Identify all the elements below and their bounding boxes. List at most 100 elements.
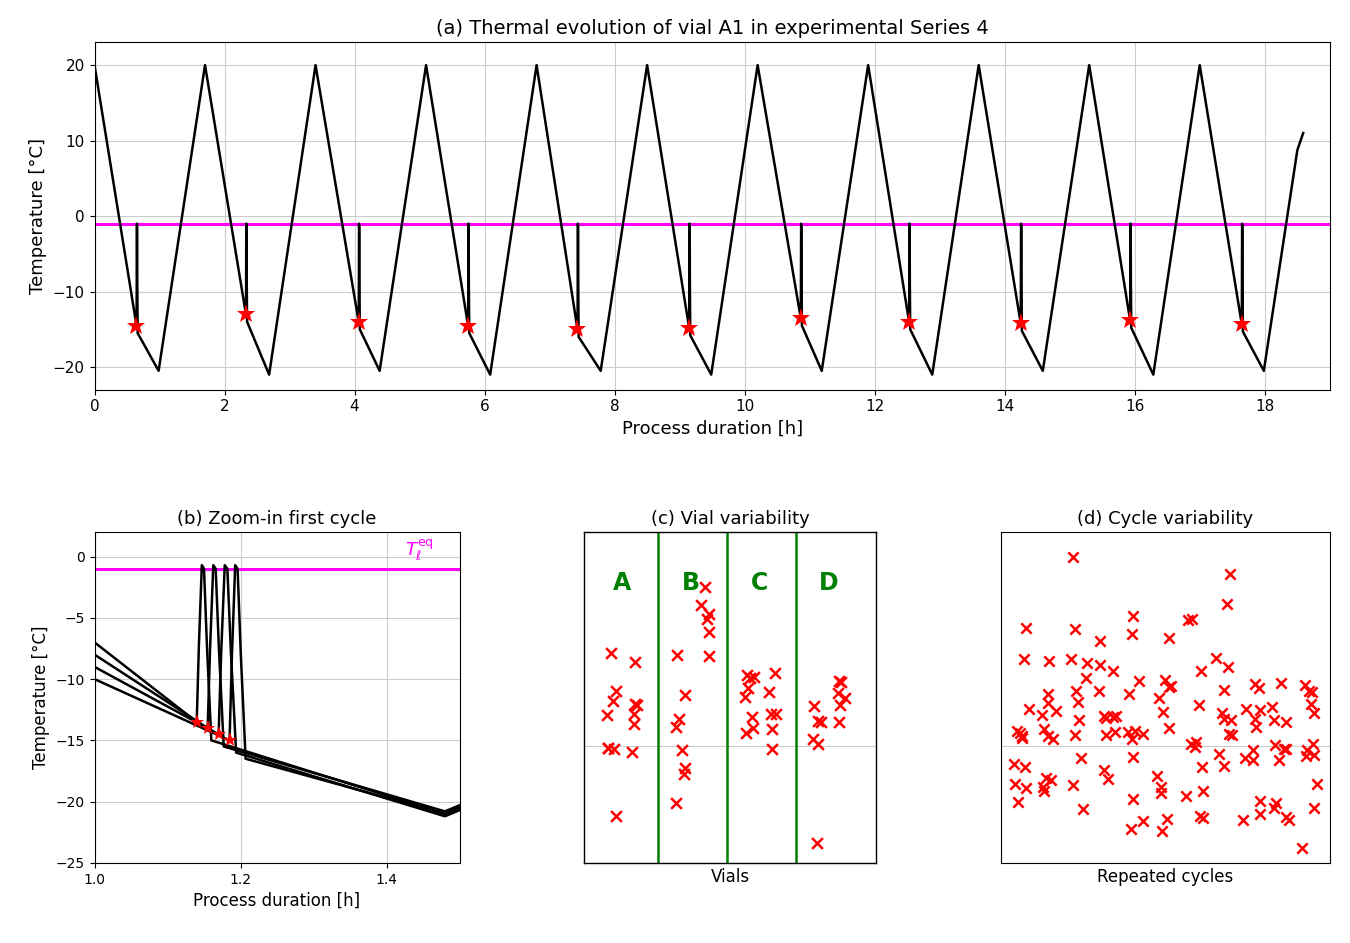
Point [605, 808, 626, 823]
Point [1094, 762, 1115, 777]
Point [1096, 771, 1118, 786]
Point [738, 670, 760, 686]
Point [1104, 724, 1126, 739]
Point [737, 681, 759, 696]
Point [806, 835, 828, 851]
Point [668, 711, 690, 726]
Point [1278, 813, 1300, 828]
Point [1214, 683, 1235, 698]
Point [1295, 678, 1316, 693]
Point [1015, 620, 1037, 636]
Point [829, 697, 850, 712]
Point [1245, 711, 1266, 726]
Point [1249, 681, 1270, 696]
Point [698, 649, 720, 664]
Point [1061, 652, 1083, 667]
Point [1181, 611, 1203, 626]
Point [803, 698, 825, 713]
Point [1219, 567, 1241, 582]
Point [1158, 720, 1180, 736]
Point [1300, 696, 1322, 711]
Point [1011, 730, 1033, 745]
Point [1122, 750, 1143, 765]
Point [1291, 840, 1312, 855]
Point [672, 767, 694, 782]
Point [1216, 659, 1238, 674]
Title: (a) Thermal evolution of vial A1 in experimental Series 4: (a) Thermal evolution of vial A1 in expe… [436, 19, 988, 38]
X-axis label: Repeated cycles: Repeated cycles [1098, 869, 1234, 886]
Point [597, 708, 618, 723]
Point [626, 698, 648, 713]
Point [1122, 791, 1143, 806]
Point [757, 684, 779, 699]
Point [1118, 724, 1139, 739]
Y-axis label: Temperature [°C]: Temperature [°C] [30, 138, 47, 294]
Title: (c) Vial variability: (c) Vial variability [651, 510, 810, 528]
Point [1219, 713, 1241, 728]
Point [1304, 706, 1326, 721]
Point [1042, 732, 1064, 747]
Point [1122, 609, 1143, 624]
Point [1160, 678, 1181, 693]
Point [1033, 721, 1054, 736]
Point [1150, 786, 1172, 801]
Point [734, 726, 756, 741]
Point [1104, 708, 1126, 723]
Point [1012, 652, 1034, 667]
Point [1233, 813, 1254, 828]
Point [1015, 781, 1037, 796]
Point [1088, 684, 1110, 699]
Point [1062, 777, 1084, 792]
Point [1276, 809, 1297, 824]
Point [828, 673, 849, 688]
Point [1264, 801, 1285, 816]
Point [1262, 700, 1284, 715]
Point [1208, 747, 1230, 762]
Point [744, 670, 765, 685]
Point [1206, 650, 1227, 665]
Point [1218, 726, 1239, 741]
Point [1176, 788, 1197, 803]
Point [1127, 673, 1149, 688]
Point [1157, 811, 1179, 826]
Point [1188, 697, 1210, 712]
Point [1035, 770, 1057, 786]
Text: A: A [613, 571, 632, 595]
Point [625, 654, 647, 670]
Point [1014, 760, 1035, 775]
Point [1245, 720, 1266, 735]
Point [602, 694, 624, 709]
Point [1072, 802, 1094, 817]
Point [1089, 657, 1111, 672]
Point [1076, 670, 1098, 686]
Point [621, 744, 643, 759]
Point [802, 732, 824, 747]
Point [736, 668, 757, 683]
Point [1307, 776, 1328, 791]
Point [1211, 706, 1233, 721]
Point [606, 684, 628, 699]
Point [1065, 683, 1087, 698]
Point [1045, 703, 1066, 719]
Point [1006, 723, 1027, 738]
Point [1064, 727, 1085, 742]
Point [1270, 676, 1292, 691]
Point [760, 706, 782, 721]
Point [1301, 685, 1323, 700]
Point [675, 760, 697, 775]
Point [765, 706, 787, 721]
Point [1096, 727, 1118, 742]
Point [761, 721, 783, 736]
Point [599, 645, 621, 660]
Point [624, 696, 645, 711]
Text: C: C [751, 571, 768, 595]
Point [760, 742, 782, 757]
Point [1122, 732, 1143, 747]
Point [1133, 727, 1154, 742]
Point [1003, 756, 1025, 771]
Point [622, 706, 644, 721]
Point [826, 686, 848, 701]
Point [1146, 769, 1168, 784]
Point [1243, 676, 1265, 691]
Point [1276, 741, 1297, 756]
